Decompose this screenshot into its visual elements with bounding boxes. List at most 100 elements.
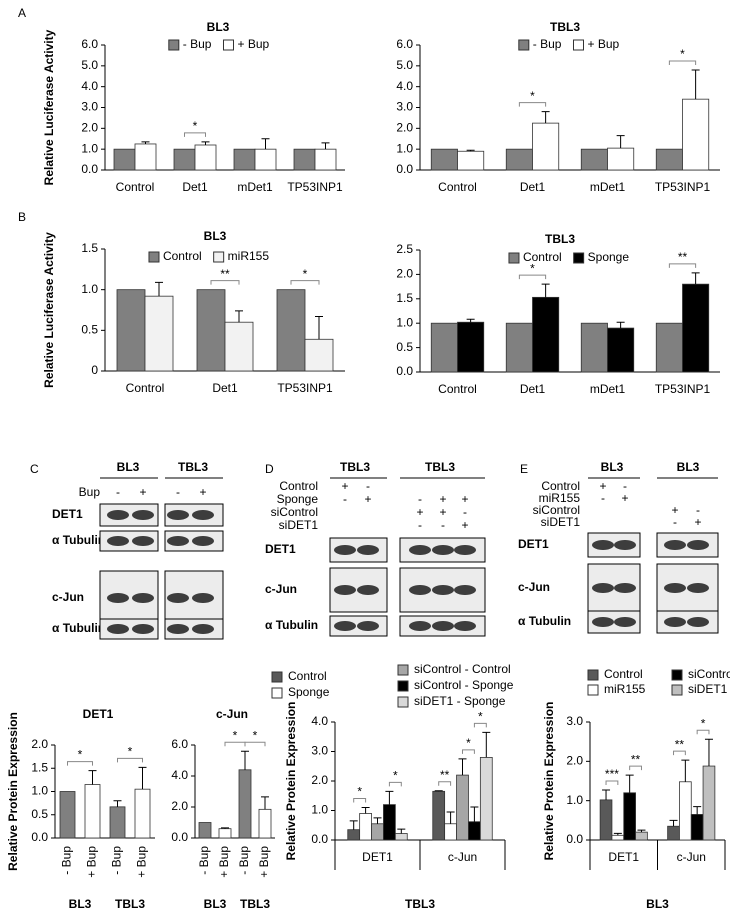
legend-swatch xyxy=(587,684,599,696)
condition-sign: - xyxy=(366,479,370,493)
bar xyxy=(655,148,683,171)
y-tick-label: 5.0 xyxy=(81,58,98,72)
y-tick-label: 2.5 xyxy=(396,242,413,256)
bar xyxy=(113,148,136,171)
blot-band xyxy=(409,585,431,595)
blot-header: BL3 xyxy=(117,460,140,474)
significance-label: * xyxy=(357,785,362,799)
y-tick-label: 6.0 xyxy=(171,737,188,751)
blot-row-label: α Tubulin xyxy=(52,621,105,635)
condition-sign: + xyxy=(461,492,468,506)
x-tick-label: + Bup xyxy=(85,846,99,878)
bar xyxy=(144,295,174,372)
bar xyxy=(359,813,372,841)
bar xyxy=(224,321,254,372)
significance-label: * xyxy=(233,728,238,742)
chart-title: BL3 xyxy=(204,229,227,243)
bar xyxy=(383,804,396,841)
blot-band xyxy=(107,536,129,546)
blot-band xyxy=(614,583,636,593)
y-tick-label: 3.0 xyxy=(566,714,583,728)
group-label: BL3 xyxy=(69,897,92,911)
blot-band xyxy=(409,621,431,631)
y-tick-label: 4.0 xyxy=(311,714,328,728)
error-bar xyxy=(434,790,443,792)
error-bar xyxy=(385,790,394,805)
bar xyxy=(611,834,625,841)
condition-sign: + xyxy=(671,503,678,517)
significance-label: * xyxy=(530,261,535,275)
error-bar xyxy=(602,789,611,800)
legend-swatch xyxy=(222,39,234,51)
blot-band xyxy=(687,583,709,593)
blot-band xyxy=(687,617,709,627)
blot-band xyxy=(592,617,614,627)
bar xyxy=(258,808,272,839)
significance-bracket xyxy=(673,750,686,756)
y-axis-label: Relative Protein Expression xyxy=(284,702,298,861)
legend-swatch xyxy=(271,687,283,699)
blot-header: TBL3 xyxy=(425,460,455,474)
condition-label: Bup xyxy=(79,485,101,499)
y-tick-label: 6.0 xyxy=(396,37,413,51)
y-tick-label: 1.5 xyxy=(81,241,98,255)
legend-label: + Bup xyxy=(587,37,619,51)
significance-bracket xyxy=(605,780,619,786)
bar xyxy=(430,148,458,171)
bar xyxy=(430,322,458,373)
blot-band xyxy=(132,510,154,520)
legend-swatch xyxy=(671,684,683,696)
blot-band xyxy=(192,593,214,603)
error-bar xyxy=(361,807,370,814)
bar xyxy=(457,321,485,373)
blot-row-label: α Tubulin xyxy=(518,614,571,628)
panel-letter: E xyxy=(520,462,528,476)
error-bar xyxy=(541,111,550,124)
bar xyxy=(690,814,704,841)
significance-bracket xyxy=(224,741,246,747)
bar xyxy=(682,98,710,171)
condition-sign: - xyxy=(463,505,467,519)
blot-band xyxy=(454,621,476,631)
y-tick-label: 3.0 xyxy=(396,100,413,114)
error-bar xyxy=(616,135,625,149)
condition-sign: + xyxy=(139,485,146,499)
x-tick-label: TP53INP1 xyxy=(277,381,333,395)
y-tick-label: 0.5 xyxy=(81,323,98,337)
y-tick-label: 2.0 xyxy=(171,799,188,813)
bar xyxy=(293,148,316,171)
x-tick-label: mDet1 xyxy=(237,180,273,194)
condition-sign: - xyxy=(601,491,605,505)
y-tick-label: 3.0 xyxy=(311,744,328,758)
significance-bracket xyxy=(438,781,452,786)
condition-sign: - xyxy=(418,492,422,506)
y-axis-label: Relative Luciferase Activity xyxy=(42,29,56,185)
significance-label: ** xyxy=(440,768,450,782)
significance-label: * xyxy=(530,89,535,103)
x-tick-label: - Bup xyxy=(237,846,251,875)
x-tick-label: DET1 xyxy=(608,850,639,864)
x-tick-label: TP53INP1 xyxy=(655,180,711,194)
significance-bracket xyxy=(290,280,320,285)
blot-band xyxy=(357,585,379,595)
y-tick-label: 1.0 xyxy=(396,315,413,329)
y-tick-label: 0 xyxy=(91,363,98,377)
blot-band xyxy=(192,624,214,634)
significance-label: * xyxy=(128,744,133,758)
bar xyxy=(59,791,76,839)
error-bar xyxy=(155,281,163,297)
error-bar xyxy=(691,272,700,285)
panel-letter: A xyxy=(18,6,26,20)
significance-label: ** xyxy=(678,250,688,264)
significance-bracket xyxy=(473,722,487,728)
condition-sign: + xyxy=(341,479,348,493)
error-bar xyxy=(261,796,269,810)
condition-label: siControl xyxy=(533,503,580,517)
bar xyxy=(371,823,384,841)
legend-swatch xyxy=(587,669,599,681)
y-tick-label: 2.0 xyxy=(31,737,48,751)
blot-row-label: DET1 xyxy=(265,542,296,556)
blot-band xyxy=(192,510,214,520)
condition-label: Sponge xyxy=(277,492,319,506)
x-tick-label: + Bup xyxy=(135,846,149,878)
